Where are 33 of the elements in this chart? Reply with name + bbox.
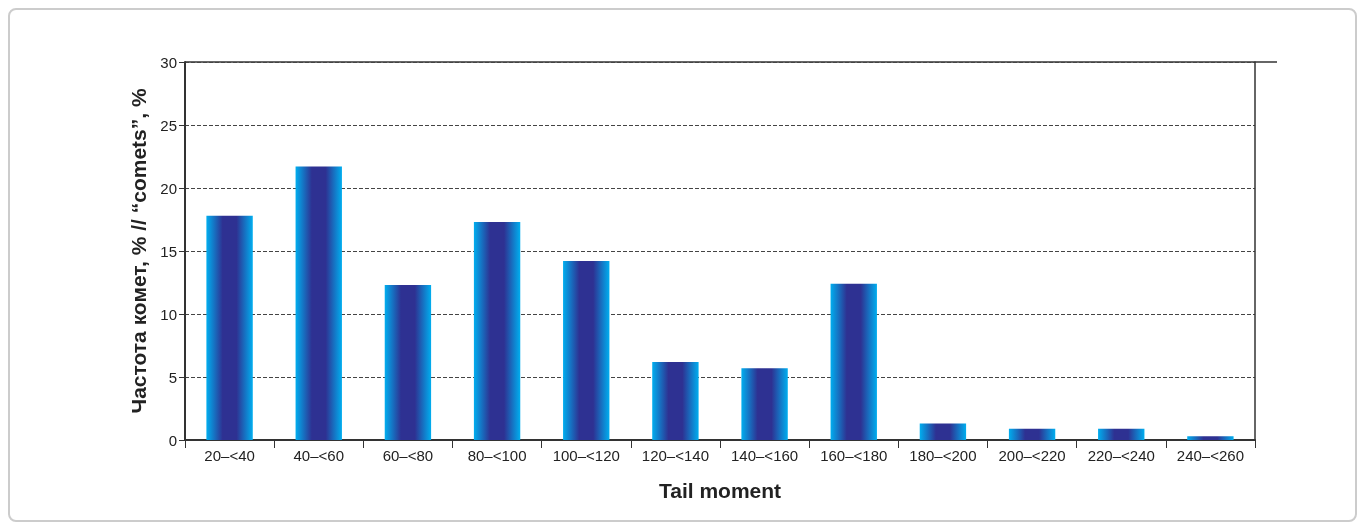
bar [830, 283, 877, 440]
bar [741, 368, 788, 440]
y-tick-label: 20 [160, 179, 177, 197]
bar [206, 215, 253, 440]
x-tick-label: 240–<260 [1176, 447, 1244, 464]
x-tick-label: 140–<160 [731, 447, 799, 464]
x-tick-label: 180–<200 [909, 447, 977, 464]
bar [1098, 428, 1145, 440]
bar [473, 222, 521, 440]
y-tick-label: 15 [160, 242, 177, 260]
y-tick-label: 30 [160, 53, 177, 71]
x-tick-label: 100–<120 [552, 447, 620, 464]
bar [1008, 428, 1056, 440]
x-tick-label: 160–<180 [820, 447, 888, 464]
x-tick-label: 220–<240 [1087, 447, 1155, 464]
bar [1187, 436, 1234, 440]
x-tick-label: 20–<40 [204, 447, 255, 464]
bar [295, 166, 342, 440]
x-tick-label: 40–<60 [293, 447, 344, 464]
x-axis-title: Tail moment [658, 479, 782, 502]
y-tick-label: 10 [160, 305, 177, 323]
bar [384, 285, 432, 440]
y-tick-label: 25 [160, 116, 177, 134]
x-tick-label: 60–<80 [382, 447, 434, 464]
y-tick-label: 0 [168, 431, 177, 449]
y-tick-label: 5 [168, 368, 177, 386]
x-tick-label: 80–<100 [467, 447, 527, 464]
x-tick-label: 120–<140 [641, 447, 709, 464]
bar [563, 261, 610, 440]
bar [919, 423, 967, 440]
bar [652, 361, 699, 440]
y-axis-title: Частота комет, % // “comets”, % [127, 88, 151, 414]
x-tick-label: 200–<220 [998, 447, 1066, 464]
